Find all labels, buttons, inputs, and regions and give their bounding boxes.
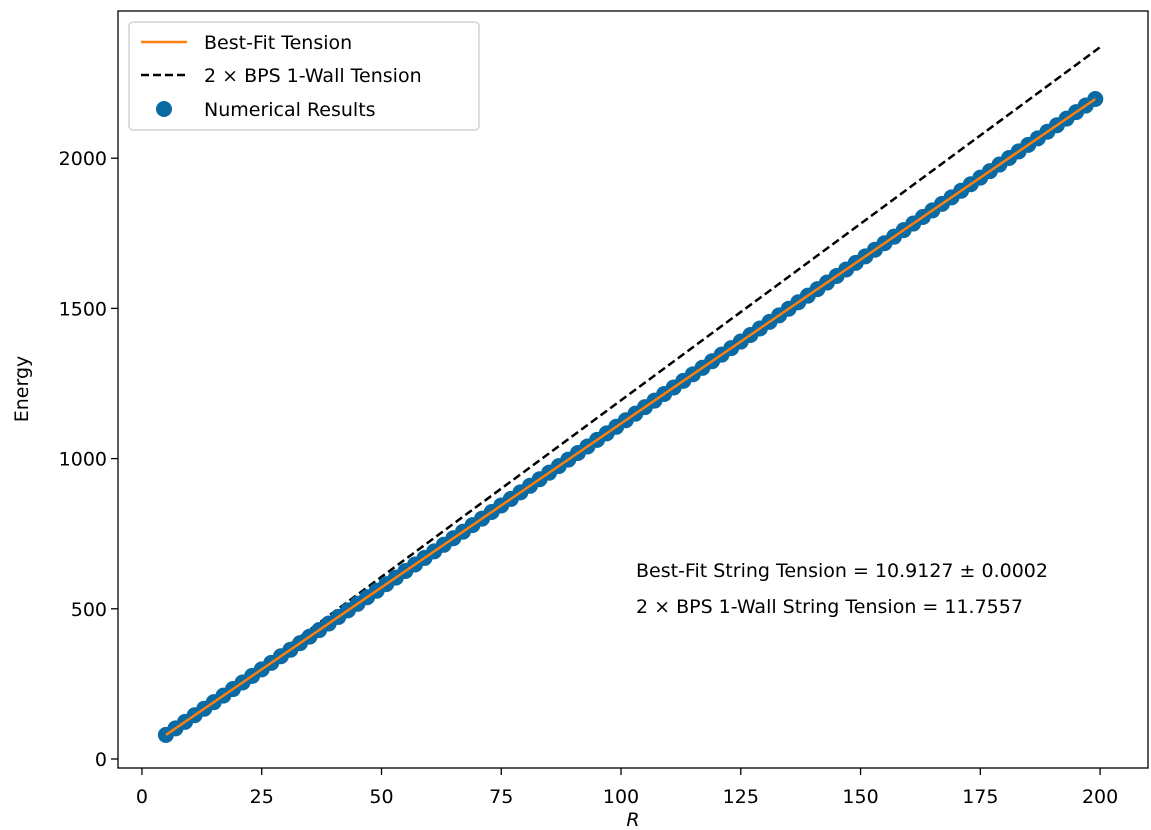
y-tick-label: 1500	[59, 298, 107, 320]
y-tick-label: 1000	[59, 449, 107, 471]
axes-frame	[117, 10, 1149, 769]
best-fit-line	[165, 97, 1097, 736]
annotation-best-fit: Best-Fit String Tension = 10.9127 ± 0.00…	[636, 560, 1048, 582]
legend-box	[128, 21, 480, 131]
x-tick-label: 25	[250, 786, 274, 808]
legend-label-bps: 2 × BPS 1-Wall Tension	[204, 65, 422, 87]
y-tick-label: 2000	[59, 148, 107, 170]
legend-label-best-fit: Best-Fit Tension	[204, 32, 352, 54]
x-axis-label: R	[626, 809, 639, 830]
plot-area	[157, 46, 1104, 743]
y-axis-label: Energy	[11, 356, 33, 423]
y-tick-label: 500	[71, 599, 107, 621]
x-tick-label: 100	[603, 786, 639, 808]
x-tick-label: 0	[136, 786, 148, 808]
x-tick-label: 75	[489, 786, 513, 808]
legend-label-numerical: Numerical Results	[204, 99, 376, 121]
annotation-group: Best-Fit String Tension = 10.9127 ± 0.00…	[636, 560, 1048, 618]
annotation-bps: 2 × BPS 1-Wall String Tension = 11.7557	[636, 596, 1023, 618]
x-tick-label: 125	[723, 786, 759, 808]
x-tick-label: 150	[842, 786, 878, 808]
x-tick-label: 175	[962, 786, 998, 808]
legend: Best-Fit Tension 2 × BPS 1-Wall Tension …	[128, 21, 480, 131]
x-tick-label: 50	[369, 786, 393, 808]
legend-swatch-numerical	[156, 101, 172, 117]
y-tick-label: 0	[95, 749, 107, 771]
x-tick-label: 200	[1082, 786, 1118, 808]
